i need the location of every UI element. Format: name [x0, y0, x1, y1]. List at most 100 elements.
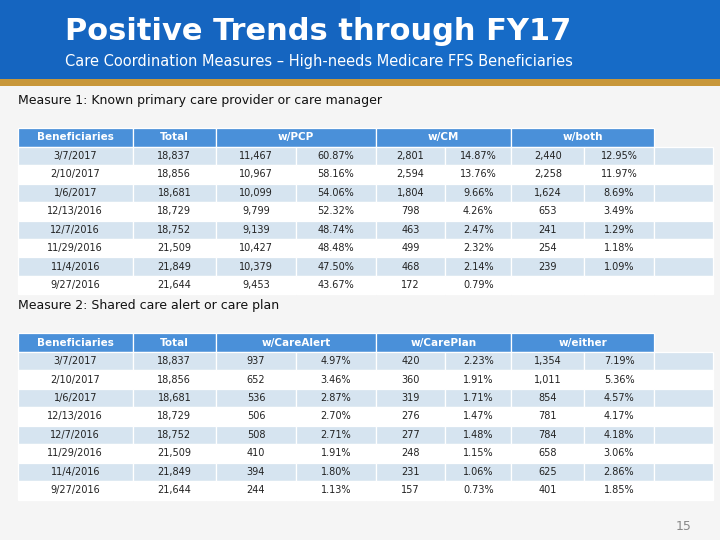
- Text: 18,856: 18,856: [158, 375, 192, 384]
- Text: 2.14%: 2.14%: [463, 261, 494, 272]
- Bar: [18, 463, 132, 481]
- Text: 0.79%: 0.79%: [463, 280, 494, 290]
- Text: w/CarePlan: w/CarePlan: [410, 338, 477, 348]
- Bar: [18, 333, 132, 352]
- Text: 254: 254: [539, 243, 557, 253]
- Bar: [511, 463, 584, 481]
- Bar: [132, 128, 216, 147]
- Text: w/either: w/either: [558, 338, 607, 348]
- Bar: [511, 202, 584, 220]
- Text: Beneficiaries: Beneficiaries: [37, 338, 114, 348]
- Text: 420: 420: [401, 356, 420, 366]
- Bar: [654, 370, 713, 389]
- Text: 18,837: 18,837: [158, 151, 192, 161]
- Text: 937: 937: [247, 356, 265, 366]
- Text: 0.73%: 0.73%: [463, 485, 494, 495]
- Bar: [445, 276, 511, 294]
- Bar: [445, 463, 511, 481]
- Text: 2/10/2017: 2/10/2017: [50, 375, 100, 384]
- Text: Total: Total: [160, 132, 189, 143]
- Text: 58.16%: 58.16%: [318, 170, 354, 179]
- Text: 1.09%: 1.09%: [604, 261, 634, 272]
- Text: 18,837: 18,837: [158, 356, 192, 366]
- Text: 1.91%: 1.91%: [463, 375, 493, 384]
- Text: 12/7/2016: 12/7/2016: [50, 225, 100, 235]
- Bar: [132, 407, 216, 426]
- Text: 1,804: 1,804: [397, 188, 424, 198]
- Bar: [445, 389, 511, 407]
- Text: 2,440: 2,440: [534, 151, 562, 161]
- Text: 60.87%: 60.87%: [318, 151, 354, 161]
- Bar: [296, 352, 376, 370]
- Text: Total: Total: [160, 338, 189, 348]
- Text: 4.97%: 4.97%: [320, 356, 351, 366]
- Bar: [511, 370, 584, 389]
- Text: 11/4/2016: 11/4/2016: [50, 261, 100, 272]
- Text: 3.49%: 3.49%: [604, 206, 634, 217]
- Text: Measure 1: Known primary care provider or care manager: Measure 1: Known primary care provider o…: [18, 94, 382, 107]
- Bar: [132, 165, 216, 184]
- Text: 9,453: 9,453: [242, 280, 270, 290]
- Bar: [296, 147, 376, 165]
- Text: 1.06%: 1.06%: [463, 467, 493, 477]
- Text: 18,681: 18,681: [158, 188, 192, 198]
- Bar: [584, 258, 654, 276]
- Text: 10,967: 10,967: [239, 170, 273, 179]
- Bar: [584, 444, 654, 463]
- Bar: [376, 426, 445, 444]
- Text: 244: 244: [247, 485, 265, 495]
- Text: 2.87%: 2.87%: [320, 393, 351, 403]
- Text: 625: 625: [539, 467, 557, 477]
- Text: Beneficiaries: Beneficiaries: [37, 132, 114, 143]
- Text: 2.86%: 2.86%: [603, 467, 634, 477]
- Text: 18,729: 18,729: [158, 206, 192, 217]
- Text: 2.47%: 2.47%: [463, 225, 494, 235]
- Text: 12/13/2016: 12/13/2016: [48, 206, 103, 217]
- Bar: [376, 184, 445, 202]
- Bar: [445, 202, 511, 220]
- Bar: [376, 239, 445, 258]
- Bar: [584, 426, 654, 444]
- Bar: [216, 426, 296, 444]
- Text: 21,644: 21,644: [158, 280, 192, 290]
- Text: 781: 781: [539, 411, 557, 422]
- Bar: [216, 352, 296, 370]
- Bar: [216, 333, 376, 352]
- Bar: [511, 165, 584, 184]
- Bar: [654, 444, 713, 463]
- Bar: [18, 239, 132, 258]
- Bar: [216, 463, 296, 481]
- Bar: [132, 276, 216, 294]
- Text: 658: 658: [539, 448, 557, 458]
- Bar: [296, 463, 376, 481]
- Text: 43.67%: 43.67%: [318, 280, 354, 290]
- Text: 157: 157: [401, 485, 420, 495]
- Bar: [654, 426, 713, 444]
- Bar: [584, 481, 654, 500]
- Text: 21,644: 21,644: [158, 485, 192, 495]
- Text: 499: 499: [401, 243, 420, 253]
- Text: 1.15%: 1.15%: [463, 448, 494, 458]
- Text: 1.48%: 1.48%: [463, 430, 493, 440]
- Bar: [132, 352, 216, 370]
- Bar: [18, 184, 132, 202]
- Bar: [511, 276, 584, 294]
- Bar: [132, 184, 216, 202]
- Text: 18,681: 18,681: [158, 393, 192, 403]
- Text: 508: 508: [247, 430, 265, 440]
- Text: 9/27/2016: 9/27/2016: [50, 485, 100, 495]
- Bar: [584, 184, 654, 202]
- Bar: [511, 258, 584, 276]
- Bar: [654, 202, 713, 220]
- Bar: [376, 202, 445, 220]
- Text: 18,729: 18,729: [158, 411, 192, 422]
- Text: 1.13%: 1.13%: [320, 485, 351, 495]
- Text: 9.66%: 9.66%: [463, 188, 493, 198]
- Text: 1.47%: 1.47%: [463, 411, 494, 422]
- Text: 48.74%: 48.74%: [318, 225, 354, 235]
- Bar: [584, 239, 654, 258]
- Bar: [445, 220, 511, 239]
- Text: 7.19%: 7.19%: [603, 356, 634, 366]
- Text: 276: 276: [401, 411, 420, 422]
- Bar: [376, 370, 445, 389]
